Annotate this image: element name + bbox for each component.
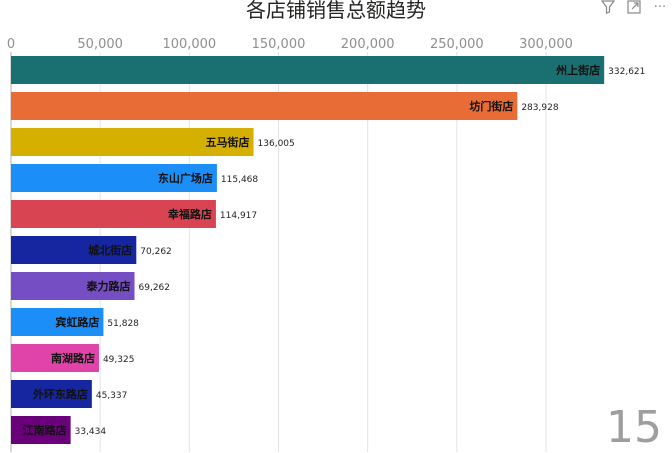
bar-2[interactable] xyxy=(11,92,518,120)
x-tick-label: 0 xyxy=(7,37,15,52)
bar-1[interactable] xyxy=(11,56,605,84)
bar-10[interactable] xyxy=(11,380,92,408)
bar-value-label: 49,325 xyxy=(103,355,135,365)
bar-value-label: 115,468 xyxy=(221,175,258,185)
bar-value-label: 69,262 xyxy=(139,283,171,293)
bar-value-label: 114,917 xyxy=(220,211,257,221)
bar-3[interactable] xyxy=(11,128,254,156)
bar-9[interactable] xyxy=(11,344,99,372)
bar-category-label: 五马街店 xyxy=(206,135,250,149)
bar-value-label: 45,337 xyxy=(96,391,128,401)
bar-category-label: 江南路店 xyxy=(23,423,67,437)
chart-title: 各店铺销售总额趋势 xyxy=(246,0,426,22)
bar-category-label: 城北街店 xyxy=(88,243,132,257)
bar-category-label: 外环东路店 xyxy=(32,387,88,401)
bar-4[interactable] xyxy=(11,164,217,192)
bar-value-label: 136,005 xyxy=(258,139,295,149)
bar-category-label: 宾虹路店 xyxy=(55,315,99,329)
x-tick-label: 100,000 xyxy=(162,37,216,52)
frame-counter: 15 xyxy=(606,402,662,453)
x-tick-label: 300,000 xyxy=(519,37,573,52)
bar-8[interactable] xyxy=(11,308,104,336)
filter-icon[interactable] xyxy=(600,0,616,14)
x-tick-label: 200,000 xyxy=(341,37,395,52)
more-options-icon[interactable]: ··· xyxy=(653,0,667,15)
focus-mode-icon[interactable] xyxy=(626,0,642,14)
bar-value-label: 33,434 xyxy=(75,427,107,437)
bar-value-label: 51,828 xyxy=(107,319,139,329)
x-tick-label: 150,000 xyxy=(252,37,306,52)
bar-6[interactable] xyxy=(11,236,137,264)
bar-11[interactable] xyxy=(11,416,71,444)
bar-category-label: 东山广场店 xyxy=(158,171,213,185)
bar-value-label: 70,262 xyxy=(140,247,172,257)
bar-category-label: 幸福路店 xyxy=(168,207,212,221)
bar-value-label: 283,928 xyxy=(521,103,558,113)
bar-category-label: 州上街店 xyxy=(555,63,600,77)
bar-7[interactable] xyxy=(11,272,135,300)
bar-category-label: 泰力路店 xyxy=(86,279,131,293)
bars: 州上街店 332,621 坊门街店 283,928 五马街店 136,005 东山广场店 11… xyxy=(11,56,645,444)
x-tick-label: 250,000 xyxy=(430,37,484,52)
bar-value-label: 332,621 xyxy=(608,67,645,77)
bar-category-label: 坊门街店 xyxy=(469,99,513,113)
x-tick-label: 50,000 xyxy=(77,37,123,52)
bar-5[interactable] xyxy=(11,200,216,228)
x-axis-tick-labels: 0 50,000 100,000 150,000 200,000 250,000 300,0… xyxy=(7,37,573,52)
visual-header-toolbar: ··· xyxy=(600,0,668,15)
bar-category-label: 南湖路店 xyxy=(51,351,95,365)
